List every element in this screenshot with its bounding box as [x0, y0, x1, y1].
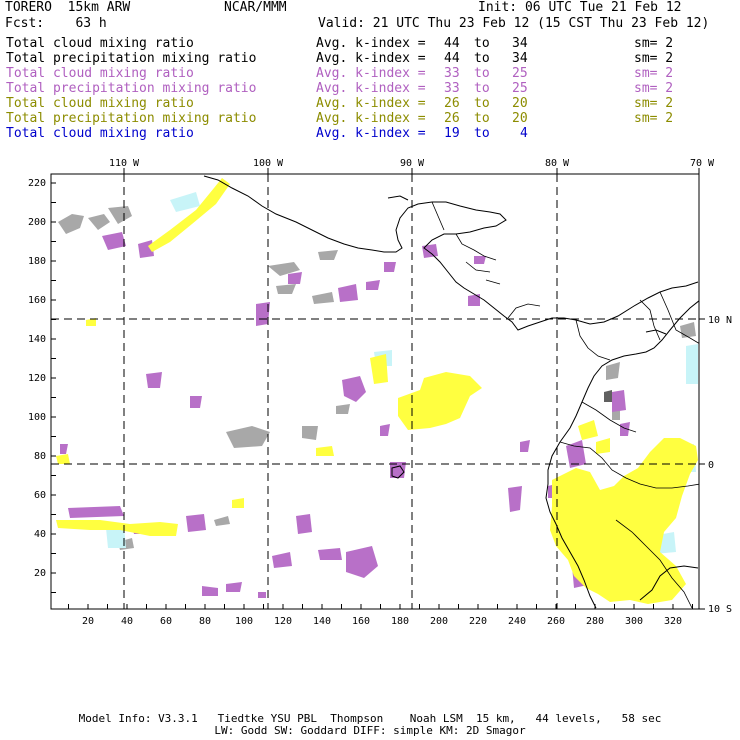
legend-kindex-from: 44: [444, 51, 460, 66]
legend-kindex-from: 26: [444, 111, 460, 126]
lon-label-90w: 90 W: [400, 158, 425, 169]
grid-y-label: 120: [28, 373, 46, 384]
legend-field: Total cloud mixing ratio: [6, 36, 194, 51]
legend-field: Total precipitation mixing ratio: [6, 111, 257, 126]
legend-kindex-to: 34: [512, 51, 528, 66]
lon-label-70w: 70 W: [690, 158, 715, 169]
grid-y-label: 220: [28, 178, 46, 189]
grid-y-labels: 220 200 180 160 140 120 100 80 60 40 20: [28, 178, 46, 579]
grid-x-label: 200: [430, 616, 448, 627]
lon-label-110w: 110 W: [109, 158, 140, 169]
coastline: [203, 175, 699, 609]
legend-kindex-to-word: to: [474, 111, 490, 126]
legend-kindex-to: 4: [520, 126, 528, 141]
org-label: NCAR/MMM: [224, 0, 287, 15]
grid-x-label: 60: [160, 616, 172, 627]
grid-x-label: 180: [391, 616, 409, 627]
legend-kindex-to-word: to: [474, 96, 490, 111]
legend-field: Total cloud mixing ratio: [6, 126, 194, 141]
grid-x-label: 160: [352, 616, 370, 627]
latitude-labels: 10 N 0 10 S: [708, 315, 732, 615]
longitude-labels: 110 W 100 W 90 W 80 W 70 W: [109, 158, 715, 169]
lat-label-10s: 10 S: [708, 604, 732, 615]
grid-x-label: 140: [313, 616, 331, 627]
legend-kindex-label: Avg. k-index =: [316, 66, 426, 81]
grid-y-label: 80: [34, 451, 46, 462]
legend-field: Total precipitation mixing ratio: [6, 51, 257, 66]
grid-x-label: 300: [625, 616, 643, 627]
legend-kindex-to-word: to: [474, 51, 490, 66]
purple-cloud-areas: [60, 232, 630, 598]
grid-y-label: 100: [28, 412, 46, 423]
grid-x-label: 260: [547, 616, 565, 627]
legend-kindex-from: 26: [444, 96, 460, 111]
legend-kindex-to: 25: [512, 66, 528, 81]
valid-time: Valid: 21 UTC Thu 23 Feb 12 (15 CST Thu …: [318, 16, 710, 31]
grid-y-label: 200: [28, 217, 46, 228]
grid-y-label: 180: [28, 256, 46, 267]
grid-x-label: 20: [82, 616, 94, 627]
grid-x-label: 280: [586, 616, 604, 627]
grid-x-label: 80: [199, 616, 211, 627]
init-time: Init: 06 UTC Tue 21 Feb 12: [478, 0, 682, 15]
legend-kindex-label: Avg. k-index =: [316, 51, 426, 66]
legend-kindex-from: 33: [444, 66, 460, 81]
legend-kindex-label: Avg. k-index =: [316, 126, 426, 141]
legend-kindex-from: 44: [444, 36, 460, 51]
legend-kindex-to: 25: [512, 81, 528, 96]
grid-x-labels: 20 40 60 80 100 120 140 160 180 200 220 240 260 280 30…: [82, 616, 682, 627]
legend-kindex-to-word: to: [474, 81, 490, 96]
legend-kindex-from: 19: [444, 126, 460, 141]
grid-y-label: 40: [34, 529, 46, 540]
legend-smoothing: sm= 2: [634, 51, 674, 66]
lon-label-100w: 100 W: [253, 158, 284, 169]
legend-kindex-to: 20: [512, 96, 528, 111]
legend-smoothing: sm= 2: [634, 96, 674, 111]
grid-x-label: 40: [121, 616, 133, 627]
lat-lon-grid: [51, 174, 699, 609]
legend-kindex-label: Avg. k-index =: [316, 96, 426, 111]
legend-smoothing: sm= 2: [634, 36, 674, 51]
legend-kindex-to-word: to: [474, 126, 490, 141]
legend-smoothing: sm= 2: [634, 81, 674, 96]
legend-kindex-label: Avg. k-index =: [316, 81, 426, 96]
legend-field: Total cloud mixing ratio: [6, 66, 194, 81]
model-physics: LW: Godd SW: Goddard DIFF: simple KM: 2D…: [214, 724, 526, 737]
legend-kindex-to-word: to: [474, 36, 490, 51]
grid-x-label: 240: [508, 616, 526, 627]
legend-smoothing: sm= 2: [634, 66, 674, 81]
model-info: Model Info: V3.3.1 Tiedtke YSU PBL Thomp…: [78, 712, 662, 725]
cloud-fields: [56, 175, 699, 609]
grid-y-label: 160: [28, 295, 46, 306]
legend-smoothing: sm= 2: [634, 111, 674, 126]
grid-x-label: 320: [664, 616, 682, 627]
grid-y-label: 60: [34, 490, 46, 501]
legend-kindex-label: Avg. k-index =: [316, 111, 426, 126]
grid-y-label: 20: [34, 568, 46, 579]
grid-y-label: 140: [28, 334, 46, 345]
axis-ticks: [51, 168, 705, 610]
legend-field: Total precipitation mixing ratio: [6, 81, 257, 96]
forecast-hour: Fcst: 63 h: [5, 16, 107, 31]
legend-kindex-from: 33: [444, 81, 460, 96]
legend-kindex-to: 20: [512, 111, 528, 126]
grid-x-label: 100: [235, 616, 253, 627]
yellow-cloud-areas: [56, 178, 698, 604]
grid-x-label: 120: [274, 616, 292, 627]
legend-kindex-label: Avg. k-index =: [316, 36, 426, 51]
lat-label-0: 0: [708, 460, 714, 471]
lon-label-80w: 80 W: [545, 158, 570, 169]
legend-kindex-to-word: to: [474, 66, 490, 81]
map-frame: [50, 173, 700, 610]
lat-label-10n: 10 N: [708, 315, 732, 326]
dark-cloud-spot: [604, 390, 612, 402]
country-borders: [431, 201, 699, 609]
grid-x-label: 220: [469, 616, 487, 627]
legend-kindex-to: 34: [512, 36, 528, 51]
legend-field: Total cloud mixing ratio: [6, 96, 194, 111]
model-title: TORERO 15km ARW: [5, 0, 131, 15]
